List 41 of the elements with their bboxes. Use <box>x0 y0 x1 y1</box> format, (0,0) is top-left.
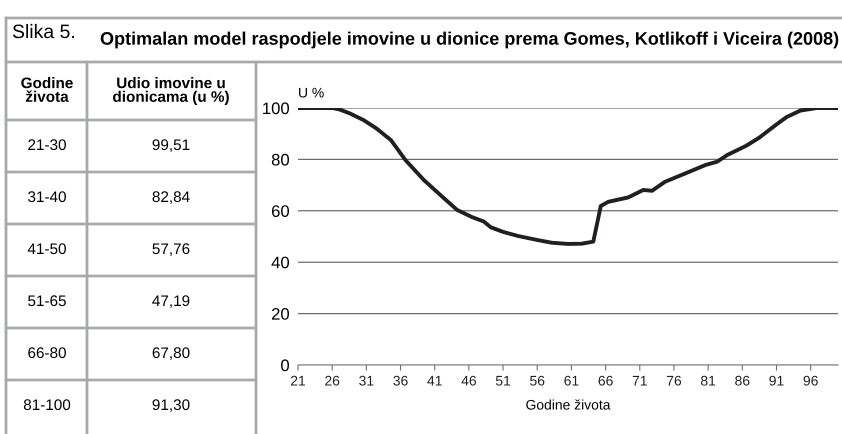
line-series <box>298 108 838 246</box>
x-tick-label: 96 <box>804 376 818 386</box>
x-tick-label: 71 <box>632 376 647 386</box>
x-tick-label: 56 <box>530 376 544 386</box>
x-tick-label: 66 <box>598 376 613 386</box>
y-tick-label: 80 <box>272 154 290 166</box>
x-tick-label: 86 <box>735 376 750 386</box>
x-tick-label: 91 <box>769 376 784 386</box>
text: 99,51 <box>152 139 190 152</box>
text: 81-100 <box>24 399 70 410</box>
y-tick-label: 100 <box>263 102 290 114</box>
x-tick-label: 36 <box>393 376 408 386</box>
x-tick-label: 76 <box>666 376 682 386</box>
y-axis-title: U % <box>299 88 324 98</box>
text: Udio imovine u dionicama (u %) <box>113 77 229 105</box>
x-tick-label: 61 <box>564 376 578 386</box>
text: 67,80 <box>152 347 190 360</box>
x-tick-label: 31 <box>359 376 374 386</box>
y-tick-label: 60 <box>272 205 290 218</box>
text: 41-50 <box>28 243 66 254</box>
text: Slika 5. <box>12 24 74 38</box>
x-axis-title: Godine života <box>526 399 610 410</box>
text: 82,84 <box>152 191 190 204</box>
text: 21-30 <box>28 139 66 150</box>
y-tick-label: 0 <box>281 359 290 372</box>
x-tick-label: 51 <box>496 376 510 386</box>
text: 66-80 <box>28 347 66 358</box>
text: 31-40 <box>28 191 66 202</box>
text: 91,30 <box>152 399 190 412</box>
x-tick-label: 41 <box>427 376 442 386</box>
x-tick-label: 46 <box>461 376 476 386</box>
text: 51-65 <box>28 295 66 306</box>
y-tick-label: 40 <box>272 256 290 268</box>
x-tick-label: 81 <box>701 376 716 386</box>
x-tick-label: 26 <box>325 376 340 386</box>
y-tick-label: 20 <box>272 308 290 320</box>
chart-title: Optimalan model raspodjele imovine u dionice prema Gomes, Kotlikoff i Viceira (2008) <box>100 32 838 48</box>
text: 57,76 <box>152 243 190 256</box>
x-tick-label: 21 <box>290 376 306 386</box>
text: Godine života <box>21 77 73 102</box>
text: 47,19 <box>152 295 190 308</box>
